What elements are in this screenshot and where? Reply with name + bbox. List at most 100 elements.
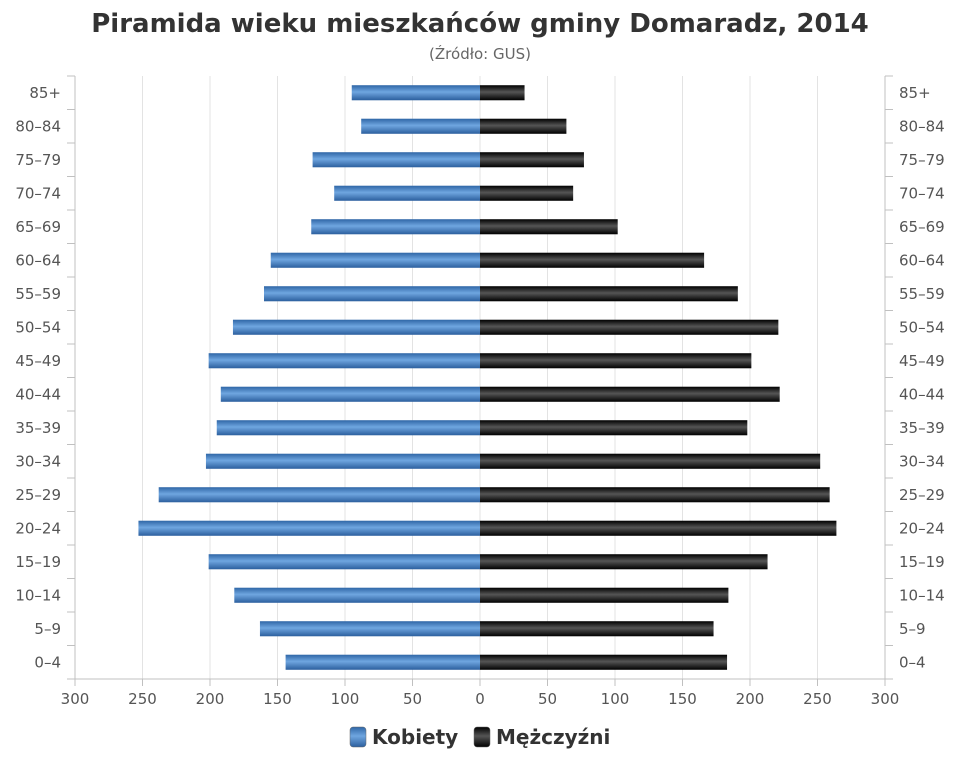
chart-title: Piramida wieku mieszkańców gminy Domarad…: [91, 9, 869, 39]
bar-mezczyzni: [480, 453, 821, 469]
x-tick-label: 100: [331, 690, 360, 708]
bar-mezczyzni: [480, 353, 752, 369]
x-tick-label: 0: [475, 690, 485, 708]
category-labels-left: 85+ 80–84 75–79 70–74 65–69 60–64 55–59 50–54 45…: [15, 84, 61, 672]
category-label-right: 80–84: [899, 117, 945, 135]
category-label-right: 65–69: [899, 218, 945, 236]
legend: Kobiety Mężczyźni: [349, 725, 610, 749]
category-label-right: 0–4: [899, 653, 926, 671]
bars: [138, 85, 837, 670]
chart-subtitle: (Źródło: GUS): [429, 44, 531, 63]
legend-swatch: [473, 726, 491, 748]
bar-mezczyzni: [480, 587, 729, 603]
category-label-left: 60–64: [15, 251, 61, 269]
x-tick-label: 150: [263, 690, 292, 708]
category-label-left: 15–19: [15, 553, 61, 571]
bar-mezczyzni: [480, 487, 830, 503]
bar-mezczyzni: [480, 152, 584, 168]
bar-mezczyzni: [480, 420, 748, 436]
x-tick-label: 250: [128, 690, 157, 708]
bar-kobiety: [158, 487, 480, 503]
bar-kobiety: [311, 219, 480, 235]
bar-mezczyzni: [480, 319, 779, 335]
bar-kobiety: [312, 152, 480, 168]
bar-mezczyzni: [480, 520, 837, 536]
category-label-left: 80–84: [15, 117, 61, 135]
category-label-right: 30–34: [899, 452, 945, 470]
category-label-right: 60–64: [899, 251, 945, 269]
bar-mezczyzni: [480, 252, 705, 268]
legend-item-kobiety[interactable]: Kobiety: [349, 725, 458, 749]
bar-kobiety: [220, 386, 481, 402]
bar-kobiety: [216, 420, 480, 436]
category-label-left: 10–14: [15, 586, 61, 604]
category-label-left: 65–69: [15, 218, 61, 236]
category-label-right: 85+: [899, 84, 931, 102]
category-label-right: 45–49: [899, 352, 945, 370]
category-label-right: 55–59: [899, 285, 945, 303]
bar-kobiety: [270, 252, 480, 268]
x-tick-label: 300: [871, 690, 900, 708]
bar-kobiety: [264, 286, 480, 302]
bar-mezczyzni: [480, 85, 525, 101]
category-label-right: 25–29: [899, 486, 945, 504]
bar-kobiety: [138, 520, 480, 536]
bar-mezczyzni: [480, 118, 567, 134]
category-label-left: 45–49: [15, 352, 61, 370]
category-label-left: 20–24: [15, 519, 61, 537]
bar-kobiety: [205, 453, 480, 469]
category-label-left: 70–74: [15, 184, 61, 202]
legend-item-mezczyzni[interactable]: Mężczyźni: [473, 725, 610, 749]
category-label-right: 40–44: [899, 385, 945, 403]
category-label-right: 10–14: [899, 586, 945, 604]
bar-kobiety: [232, 319, 480, 335]
x-tick-label: 300: [61, 690, 90, 708]
category-label-right: 5–9: [899, 620, 926, 638]
category-labels-right: 85+ 80–84 75–79 70–74 65–69 60–64 55–59 50–54 45…: [899, 84, 945, 672]
category-label-left: 35–39: [15, 419, 61, 437]
category-label-left: 30–34: [15, 452, 61, 470]
category-label-left: 40–44: [15, 385, 61, 403]
bar-kobiety: [351, 85, 480, 101]
bar-mezczyzni: [480, 286, 738, 302]
category-label-right: 35–39: [899, 419, 945, 437]
category-label-right: 15–19: [899, 553, 945, 571]
x-axis-tick-labels: 300 250 200 150 100 50 0 50 100 150 200 250 300: [61, 690, 900, 708]
category-label-left: 25–29: [15, 486, 61, 504]
legend-swatch: [349, 726, 367, 748]
category-label-right: 50–54: [899, 318, 945, 336]
bar-mezczyzni: [480, 219, 618, 235]
category-label-left: 5–9: [34, 620, 61, 638]
category-label-left: 85+: [29, 84, 61, 102]
x-tick-label: 200: [196, 690, 225, 708]
bar-mezczyzni: [480, 654, 728, 670]
bar-kobiety: [334, 185, 480, 201]
category-label-left: 55–59: [15, 285, 61, 303]
x-tick-label: 100: [601, 690, 630, 708]
bar-kobiety: [208, 554, 480, 570]
x-tick-label: 200: [736, 690, 765, 708]
bar-kobiety: [234, 587, 480, 603]
bar-kobiety: [285, 654, 480, 670]
x-tick-label: 250: [803, 690, 832, 708]
legend-label: Kobiety: [372, 725, 458, 749]
category-label-left: 75–79: [15, 151, 61, 169]
bar-kobiety: [361, 118, 480, 134]
legend-label: Mężczyźni: [496, 725, 610, 749]
x-tick-label: 150: [668, 690, 697, 708]
x-tick-label: 50: [538, 690, 557, 708]
bar-kobiety: [259, 621, 480, 637]
bar-mezczyzni: [480, 386, 780, 402]
axes: [67, 75, 893, 686]
category-label-left: 0–4: [34, 653, 61, 671]
x-tick-label: 50: [403, 690, 422, 708]
bar-mezczyzni: [480, 621, 714, 637]
category-label-right: 20–24: [899, 519, 945, 537]
bar-mezczyzni: [480, 554, 768, 570]
category-label-left: 50–54: [15, 318, 61, 336]
category-label-right: 75–79: [899, 151, 945, 169]
bar-kobiety: [208, 353, 480, 369]
category-label-right: 70–74: [899, 184, 945, 202]
bar-mezczyzni: [480, 185, 574, 201]
